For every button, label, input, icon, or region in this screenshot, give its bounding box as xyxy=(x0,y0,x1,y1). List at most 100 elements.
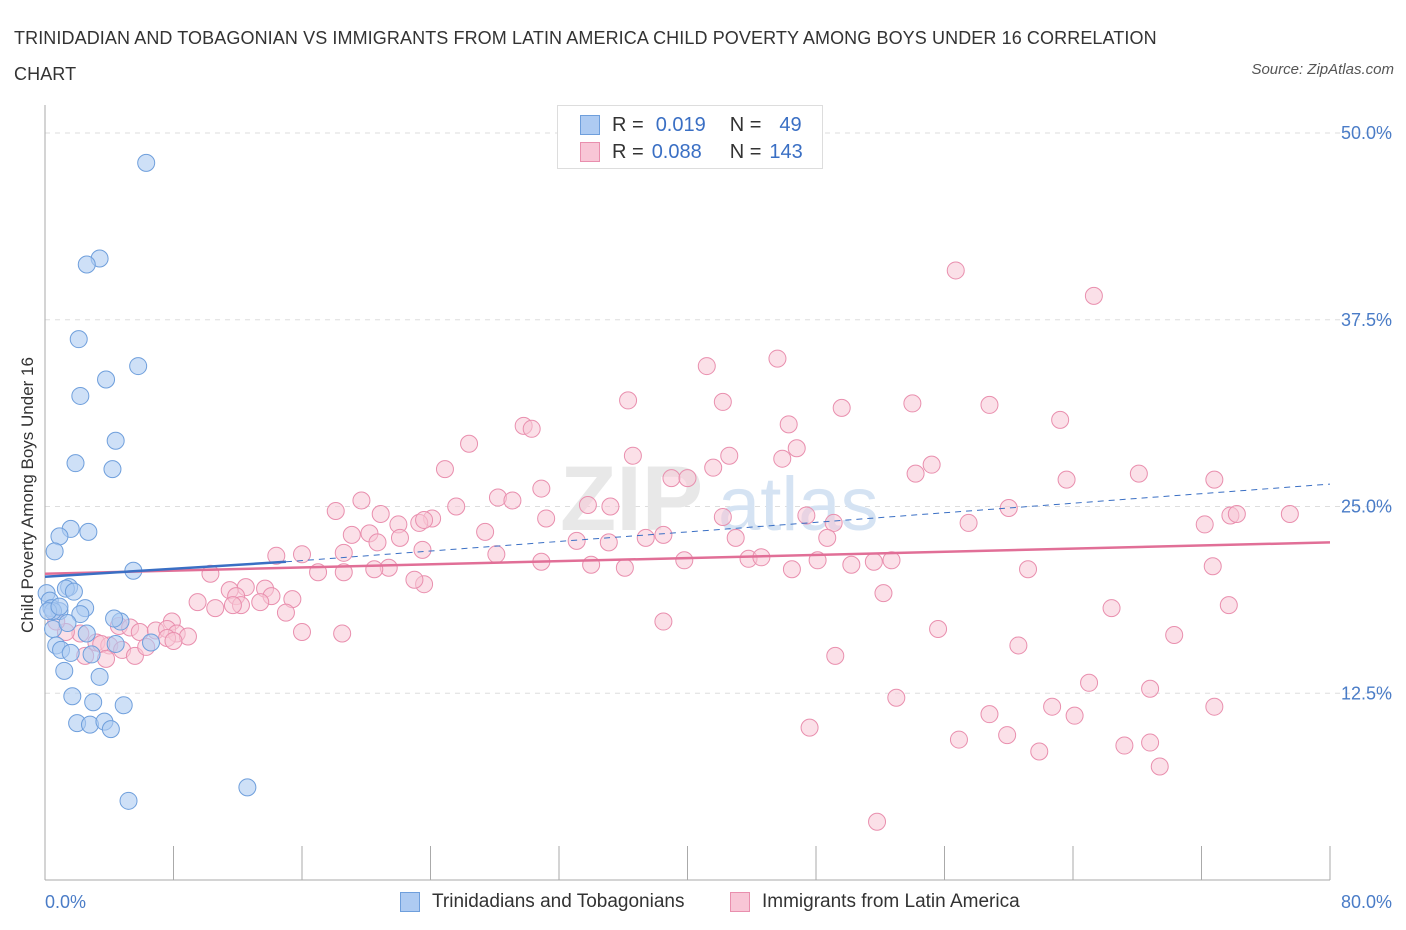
data-point-latin-america xyxy=(623,446,642,465)
data-point-trinidadian xyxy=(77,624,96,643)
data-point-latin-america xyxy=(1030,742,1049,761)
data-point-latin-america xyxy=(922,455,941,474)
data-point-trinidadian xyxy=(137,153,156,172)
trinidadian-points xyxy=(37,153,257,810)
data-point-latin-america xyxy=(1227,504,1246,523)
data-point-latin-america xyxy=(768,349,787,368)
data-point-latin-america xyxy=(826,646,845,665)
data-point-latin-america xyxy=(1165,625,1184,644)
data-point-trinidadian xyxy=(55,661,74,680)
data-point-latin-america xyxy=(874,584,893,603)
data-point-latin-america xyxy=(779,415,798,434)
data-point-latin-america xyxy=(223,596,242,615)
data-point-latin-america xyxy=(522,419,541,438)
data-point-latin-america xyxy=(1080,673,1099,692)
data-point-latin-america xyxy=(999,498,1018,517)
data-point-latin-america xyxy=(371,504,390,523)
data-point-latin-america xyxy=(678,469,697,488)
data-point-latin-america xyxy=(188,593,207,612)
data-point-latin-america xyxy=(1150,757,1169,776)
data-point-latin-america xyxy=(601,497,620,516)
data-point-latin-america xyxy=(267,546,286,565)
data-point-latin-america xyxy=(532,479,551,498)
data-point-latin-america xyxy=(1141,679,1160,698)
data-point-latin-america xyxy=(1205,697,1224,716)
data-point-latin-america xyxy=(405,570,424,589)
data-point-latin-america xyxy=(390,528,409,547)
legend-swatch-pink xyxy=(580,142,600,162)
data-point-latin-america xyxy=(946,261,965,280)
data-point-latin-america xyxy=(619,391,638,410)
data-point-latin-america xyxy=(662,469,681,488)
data-point-trinidadian xyxy=(69,330,88,349)
data-point-latin-america xyxy=(713,507,732,526)
data-point-latin-america xyxy=(488,488,507,507)
data-point-latin-america xyxy=(713,392,732,411)
data-point-trinidadian xyxy=(105,609,124,628)
data-point-latin-america xyxy=(1043,697,1062,716)
data-point-latin-america xyxy=(1009,636,1028,655)
data-point-latin-america xyxy=(1102,599,1121,618)
data-point-latin-america xyxy=(1019,560,1038,579)
data-point-trinidadian xyxy=(106,431,125,450)
data-point-latin-america xyxy=(949,730,968,749)
data-point-latin-america xyxy=(503,491,522,510)
data-point-latin-america xyxy=(1203,557,1222,576)
watermark-atlas: atlas xyxy=(718,462,879,547)
legend-n-value: 143 xyxy=(769,140,803,163)
data-point-latin-america xyxy=(567,531,586,550)
data-point-trinidadian xyxy=(97,370,116,389)
data-point-latin-america xyxy=(1205,470,1224,489)
data-point-latin-america xyxy=(342,525,361,544)
data-point-latin-america xyxy=(882,551,901,570)
data-point-trinidadian xyxy=(71,605,90,624)
data-point-latin-america xyxy=(578,496,597,515)
y-tick-label: 12.5% xyxy=(1341,683,1392,703)
data-point-trinidadian xyxy=(142,633,161,652)
data-point-trinidadian xyxy=(80,715,99,734)
data-point-trinidadian xyxy=(79,522,98,541)
immigrants-latin-america-points xyxy=(47,261,1299,831)
data-point-latin-america xyxy=(333,624,352,643)
data-point-trinidadian xyxy=(61,643,80,662)
x-tick-label: 80.0% xyxy=(1341,892,1392,912)
data-point-latin-america xyxy=(1195,515,1214,534)
data-point-latin-america xyxy=(980,705,999,724)
bottom-legend-swatch-blue xyxy=(400,892,420,912)
data-point-trinidadian xyxy=(84,693,103,712)
data-point-latin-america xyxy=(334,563,353,582)
trend-line-trinidadian-extension xyxy=(285,483,1331,563)
bottom-legend-label: Immigrants from Latin America xyxy=(762,891,1020,912)
data-point-latin-america xyxy=(276,603,295,622)
data-point-trinidadian xyxy=(101,720,120,739)
data-point-latin-america xyxy=(654,612,673,631)
data-point-trinidadian xyxy=(238,778,257,797)
data-point-latin-america xyxy=(1065,706,1084,725)
data-point-trinidadian xyxy=(66,454,85,473)
data-point-latin-america xyxy=(582,555,601,574)
bottom-legend-blue: Trinidadians and Tobagonians xyxy=(400,890,684,914)
legend-n-label: N = xyxy=(729,113,762,136)
data-point-trinidadian xyxy=(114,696,133,715)
data-point-latin-america xyxy=(818,528,837,547)
x-tick-label: 0.0% xyxy=(45,892,86,912)
data-point-trinidadian xyxy=(119,791,138,810)
legend-r-value: 0.088 xyxy=(651,140,702,163)
data-point-latin-america xyxy=(797,506,816,525)
data-point-latin-america xyxy=(164,631,183,650)
y-tick-label: 50.0% xyxy=(1341,123,1392,143)
legend-row-blue: R = 0.019 N = 49 xyxy=(580,112,802,138)
data-point-latin-america xyxy=(1141,733,1160,752)
y-tick-label: 37.5% xyxy=(1341,310,1392,330)
data-point-latin-america xyxy=(415,510,434,529)
trend-line-latin-america xyxy=(44,541,1331,575)
data-point-trinidadian xyxy=(129,357,148,376)
data-point-latin-america xyxy=(476,522,495,541)
data-point-latin-america xyxy=(487,545,506,564)
data-point-latin-america xyxy=(842,555,861,574)
data-point-latin-america xyxy=(787,439,806,458)
data-point-trinidadian xyxy=(106,634,125,653)
data-point-latin-america xyxy=(720,446,739,465)
legend-n-value: 49 xyxy=(779,113,802,136)
data-point-latin-america xyxy=(726,528,745,547)
